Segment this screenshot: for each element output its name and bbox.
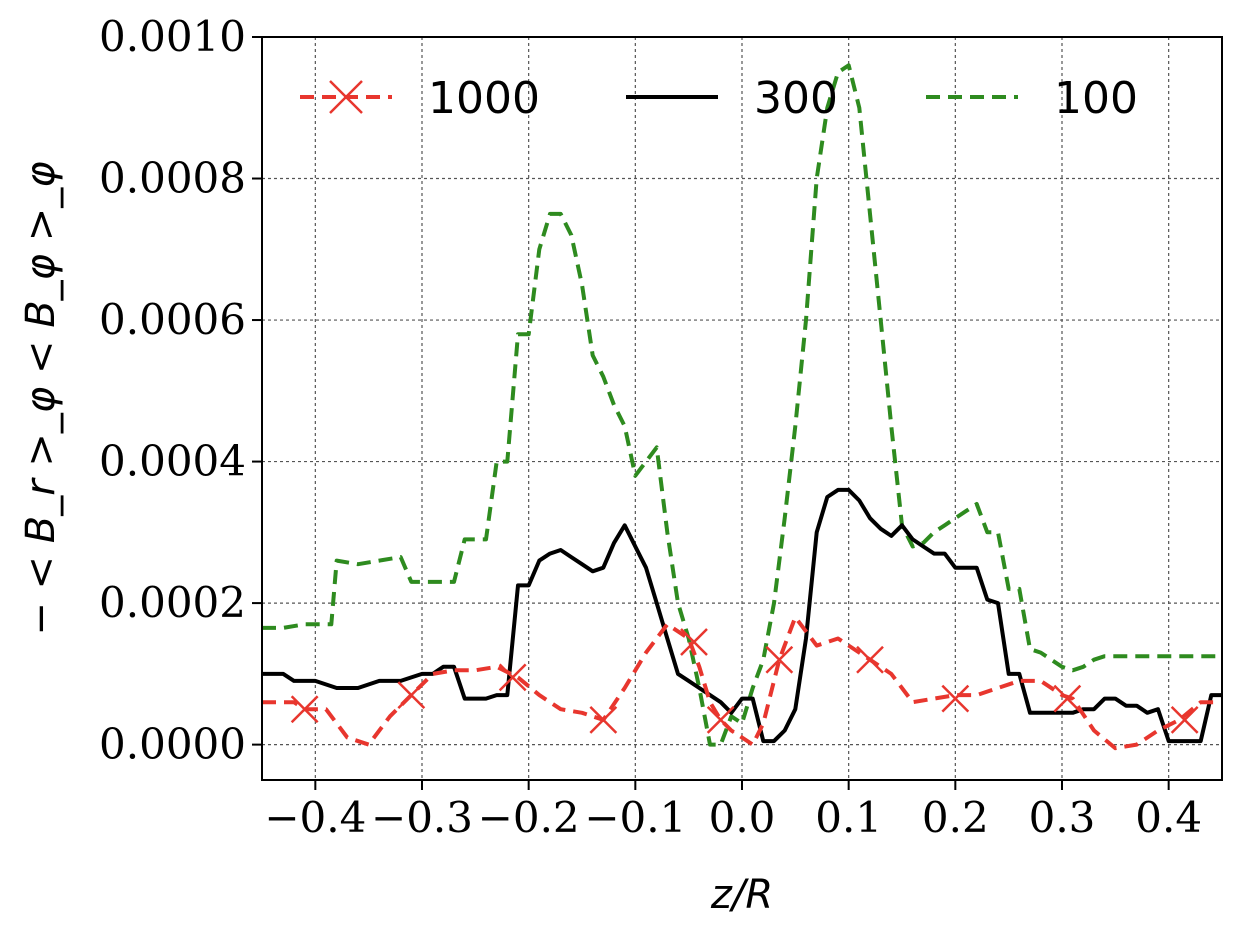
legend-item-1000: 1000 — [300, 73, 540, 124]
series-1000-marker — [290, 695, 319, 724]
series-1000-marker — [1053, 684, 1082, 713]
legend-item-100: 100 — [926, 73, 1138, 124]
x-tick-label: 0.4 — [1135, 793, 1202, 842]
series-1000-line — [262, 615, 1222, 751]
series-layer — [262, 63, 1222, 751]
series-1000-marker — [680, 628, 708, 656]
legend-label: 100 — [1054, 73, 1138, 124]
legend-item-300: 300 — [626, 73, 838, 124]
legend-label: 1000 — [428, 73, 540, 124]
legend-marker — [329, 80, 363, 114]
y-tick-label: 0.0004 — [99, 437, 246, 486]
y-tick-label: 0.0006 — [99, 295, 246, 344]
x-axis-label: z/R — [710, 872, 773, 918]
legend-label: 300 — [754, 73, 838, 124]
series-1000-marker — [397, 681, 426, 709]
series-1000-marker — [498, 663, 527, 692]
legend: 1000 300 100 — [300, 73, 1138, 124]
series-1000-marker — [765, 645, 794, 674]
y-tick-label: 0.0010 — [99, 12, 246, 61]
y-tick-label: 0.0008 — [99, 154, 246, 203]
x-tick-label: 0.3 — [1029, 793, 1096, 842]
series-1000-marker — [856, 645, 884, 674]
x-tick-label: −0.1 — [584, 793, 686, 842]
series-1000-marker — [706, 705, 735, 734]
x-tick-label: 0.0 — [709, 793, 776, 842]
series-1000-marker — [589, 705, 618, 734]
series-300-line — [262, 487, 1222, 744]
series-1000-marker — [941, 684, 970, 713]
series-100-line — [262, 63, 1222, 747]
y-tick-label: 0.0002 — [99, 578, 246, 627]
x-tick-label: 0.2 — [922, 793, 989, 842]
series-1000-marker — [1170, 705, 1199, 734]
x-tick-label: 0.1 — [815, 793, 882, 842]
grid — [262, 36, 1222, 780]
y-tick-label: 0.0000 — [99, 720, 246, 769]
x-tick-label: −0.2 — [478, 793, 580, 842]
x-tick-label: −0.4 — [264, 793, 366, 842]
y-axis-label: − < B_r >_φ < B_φ >_φ — [18, 161, 64, 635]
x-tick-label: −0.3 — [371, 793, 473, 842]
ticks: −0.4 −0.3 −0.2 −0.1 0.0 0.1 0.2 0.3 0.4 0.0000 0.0… — [99, 12, 1202, 842]
